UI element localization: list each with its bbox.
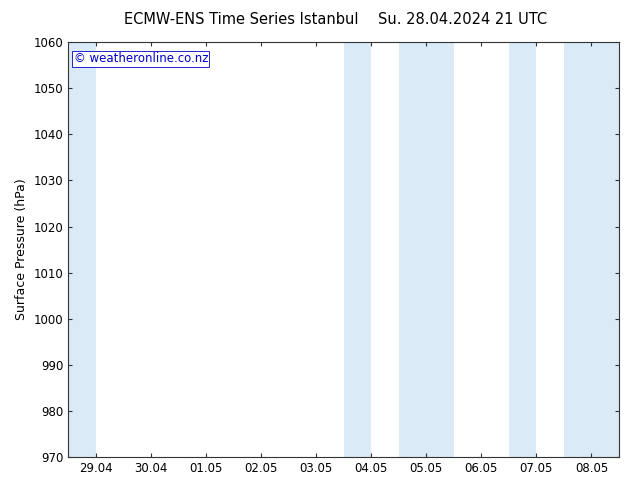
Text: ECMW-ENS Time Series Istanbul: ECMW-ENS Time Series Istanbul <box>124 12 358 27</box>
Bar <box>509 42 536 457</box>
Bar <box>68 42 96 457</box>
Bar <box>564 42 619 457</box>
Bar <box>399 42 454 457</box>
Text: © weatheronline.co.nz: © weatheronline.co.nz <box>74 52 208 66</box>
Y-axis label: Surface Pressure (hPa): Surface Pressure (hPa) <box>15 179 28 320</box>
Text: Su. 28.04.2024 21 UTC: Su. 28.04.2024 21 UTC <box>378 12 547 27</box>
Bar <box>344 42 371 457</box>
